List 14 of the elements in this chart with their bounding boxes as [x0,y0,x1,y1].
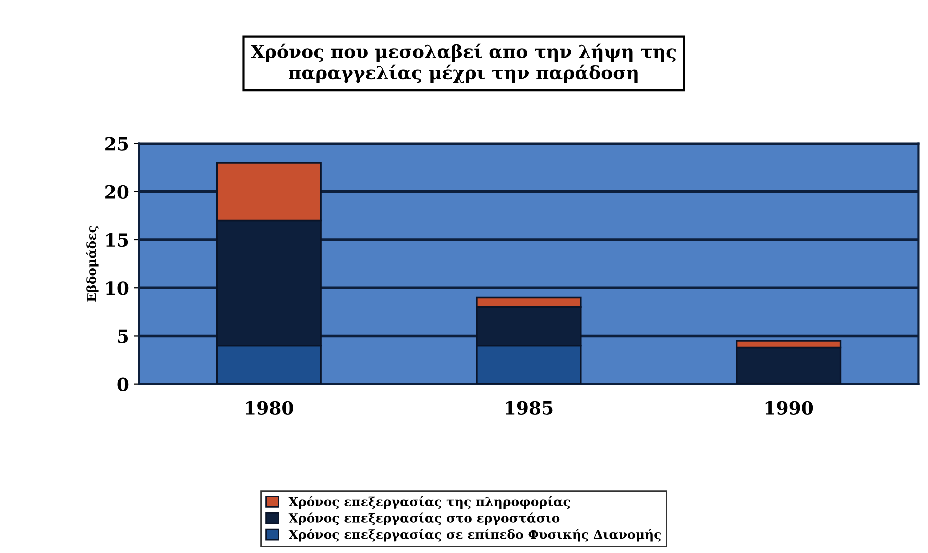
y-axis-title: Εβδομάδες [86,226,99,302]
legend-label: Χρόνος επεξεργασίας σε επίπεδο Φυσικής Διανομής [288,529,661,542]
legend-label: Χρόνος επεξεργασίας στο εργοστάσιο [288,512,560,526]
y-tick-label: 25 [106,137,128,151]
legend-label: Χρόνος επεξεργασίας της πληροφορίας [288,496,570,509]
y-tick-label: 15 [106,233,128,248]
x-tick-label: 1980 [246,401,294,415]
chart-title: Χρόνος που μεσολαβεί απο την λήψη της παραγγελίας μέχρι την παράδοση [251,44,676,84]
x-tick-label: 1985 [506,401,553,415]
y-tick-label: 5 [118,330,128,344]
y-tick-label: 20 [106,185,129,200]
x-tick-label: 1990 [766,401,814,415]
y-tick-label: 0 [118,378,129,392]
y-tick-label: 10 [106,282,129,296]
